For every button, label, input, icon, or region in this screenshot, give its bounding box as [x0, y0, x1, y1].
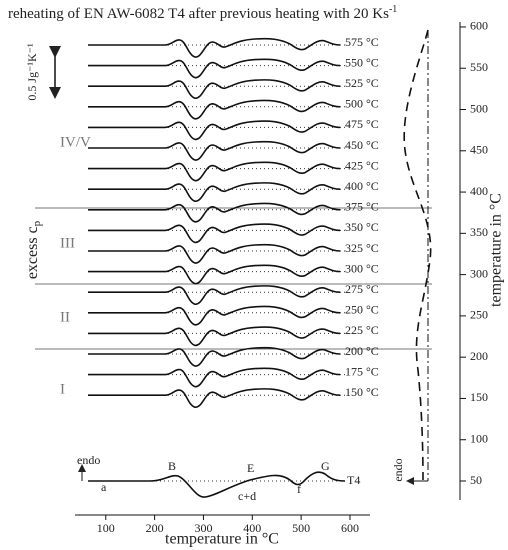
- curve-label: 400 °C: [345, 179, 379, 193]
- chart-title: reheating of EN AW-6082 T4 after previou…: [8, 4, 397, 22]
- temperature-profile: [403, 29, 432, 481]
- y-axis-title: excess cp: [24, 220, 43, 279]
- dsc-curve: [87, 58, 341, 79]
- curve-label: 150 °C: [345, 385, 379, 399]
- dsc-curve: [87, 140, 341, 161]
- y2-tick-label: 200: [470, 349, 488, 363]
- curve-label: 250 °C: [345, 303, 379, 317]
- dsc-curve: [87, 388, 341, 409]
- x-tick-label: 600: [341, 521, 359, 535]
- peak-label: a: [101, 480, 107, 494]
- y2-tick-label: 50: [470, 473, 482, 487]
- dsc-curve: [87, 305, 341, 326]
- y2-tick-label: 100: [470, 431, 488, 445]
- curve-label: 550 °C: [345, 55, 379, 69]
- curve-label: 425 °C: [345, 158, 379, 172]
- curve-label: 475 °C: [345, 117, 379, 131]
- dsc-curve: [87, 202, 341, 223]
- curve-label: 500 °C: [345, 97, 379, 111]
- y2-tick-label: 450: [470, 143, 488, 157]
- curve-label: 175 °C: [345, 364, 379, 378]
- peak-label: f: [297, 482, 301, 496]
- curve-label: 300 °C: [345, 261, 379, 275]
- curve-label: 200 °C: [345, 344, 379, 358]
- y2-tick-label: 600: [470, 19, 488, 33]
- y2-tick-label: 300: [470, 266, 488, 280]
- peak-label: B: [168, 459, 176, 473]
- curve-label: 375 °C: [345, 200, 379, 214]
- x-tick-label: 100: [97, 521, 115, 535]
- dsc-curve: [87, 346, 341, 367]
- y2-tick-label: 250: [470, 308, 488, 322]
- dsc-curve: [87, 79, 341, 100]
- dsc-curve: [87, 223, 341, 244]
- region-label: IV/V: [60, 134, 91, 150]
- peak-label: G: [321, 459, 330, 473]
- plot-area: endo excess cp 0.5 Jg⁻¹K⁻¹ IV/V III II I…: [24, 22, 505, 548]
- x-tick-label: 300: [194, 521, 212, 535]
- curve-label: 350 °C: [345, 220, 379, 234]
- curve-label: 275 °C: [345, 282, 379, 296]
- x-tick-label: 500: [292, 521, 310, 535]
- reference-label: T4: [347, 473, 360, 487]
- dsc-curve: [87, 285, 341, 306]
- dsc-curve: [87, 367, 341, 388]
- dsc-curve: [87, 182, 341, 203]
- x-tick-label: 200: [146, 521, 164, 535]
- dsc-curve: [87, 99, 341, 120]
- x-axis-title: temperature in °C: [165, 531, 279, 548]
- scale-bar-label: 0.5 Jg⁻¹K⁻¹: [25, 43, 39, 101]
- y2-tick-label: 550: [470, 60, 488, 74]
- endo-label: endo: [391, 458, 405, 481]
- region-label: I: [60, 381, 65, 397]
- region-label: II: [60, 309, 70, 325]
- dsc-curve: [87, 120, 341, 141]
- dsc-curve: [87, 161, 341, 182]
- y2-tick-label: 350: [470, 225, 488, 239]
- y2-tick-label: 500: [470, 101, 488, 115]
- endo-label: endo: [77, 453, 100, 467]
- curve-label: 575 °C: [345, 35, 379, 49]
- peak-label: E: [247, 461, 254, 475]
- y2-tick-label: 400: [470, 184, 488, 198]
- y2-tick-label: 150: [470, 390, 488, 404]
- dsc-curve: [87, 264, 341, 285]
- region-label: III: [60, 235, 75, 251]
- curve-label: 225 °C: [345, 323, 379, 337]
- curve-label: 450 °C: [345, 138, 379, 152]
- reference-curve: [88, 471, 346, 498]
- curve-label: 525 °C: [345, 76, 379, 90]
- peak-label: c+d: [238, 489, 256, 503]
- dsc-curve: [87, 243, 341, 264]
- curve-label: 325 °C: [345, 241, 379, 255]
- y2-axis-title: temperature in °C: [488, 193, 505, 307]
- x-tick-label: 400: [243, 521, 261, 535]
- dsc-curve: [87, 326, 341, 347]
- dsc-curve: [87, 37, 341, 58]
